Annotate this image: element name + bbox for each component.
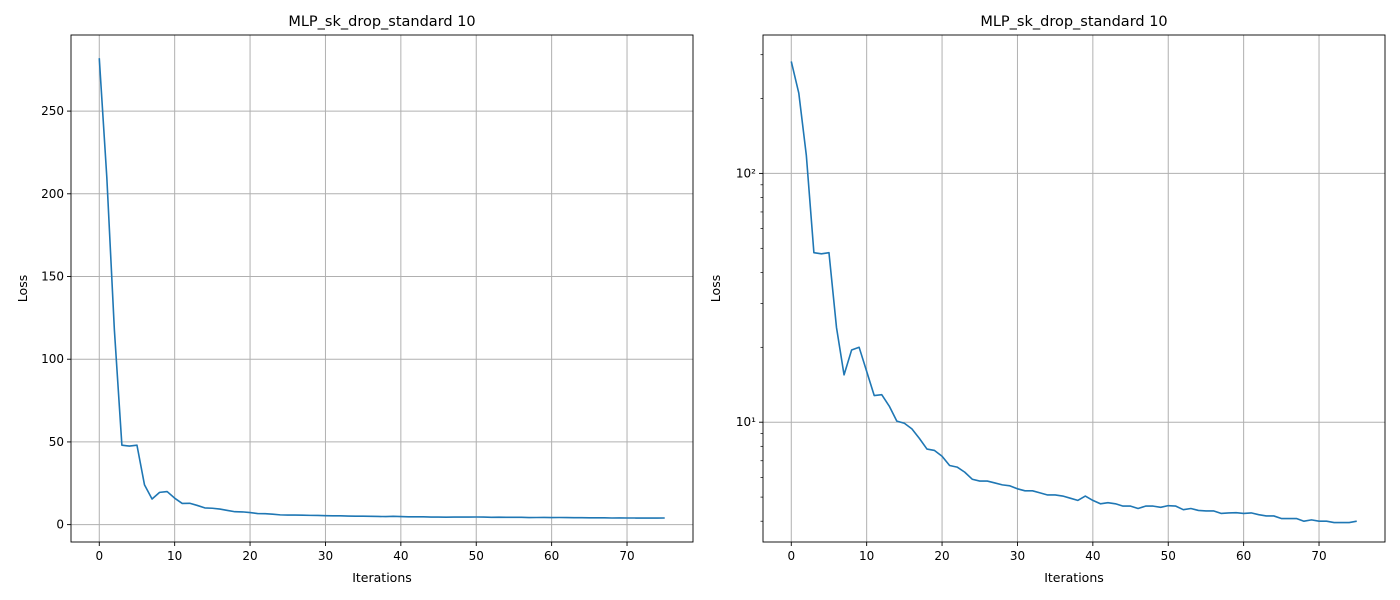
x-tick-label: 20: [934, 549, 949, 563]
x-tick-label: 0: [787, 549, 795, 563]
x-tick-label: 40: [393, 549, 408, 563]
x-tick-label: 10: [859, 549, 874, 563]
y-tick-label: 50: [49, 435, 64, 449]
x-axis-label: Iterations: [352, 570, 412, 585]
y-tick-label: 200: [41, 187, 64, 201]
x-tick-label: 70: [1311, 549, 1326, 563]
chart-title: MLP_sk_drop_standard 10: [980, 14, 1167, 30]
x-axis-label: Iterations: [1044, 570, 1104, 585]
x-tick-label: 70: [619, 549, 634, 563]
loss-series-line: [98, 58, 665, 519]
y-tick-label: 10¹: [736, 415, 756, 429]
y-axis-label: Loss: [708, 275, 723, 302]
loss-linear-chart: 0 10 20 30 40 50 60 70 0 50 100 150 200 250 MLP_sk_dro…: [15, 14, 694, 585]
x-tick-label: 20: [242, 549, 257, 563]
x-tick-label: 50: [469, 549, 484, 563]
y-tick-label: 0: [56, 518, 64, 532]
x-tick-label: 40: [1085, 549, 1100, 563]
y-tick-label: 250: [41, 104, 64, 118]
axes-frame: [70, 34, 694, 543]
loss-series-line: [790, 61, 1357, 524]
x-tick-label: 60: [1236, 549, 1251, 563]
y-tick-label: 150: [41, 270, 64, 284]
y-tick-label: 10²: [736, 166, 756, 180]
x-tick-label: 30: [1010, 549, 1025, 563]
x-tick-label: 0: [95, 549, 103, 563]
loss-log-chart: 0 10 20 30 40 50 60 70 10¹ 10² MLP_sk_drop_standar…: [708, 14, 1386, 585]
axes-frame: [762, 34, 1386, 543]
x-tick-label: 30: [318, 549, 333, 563]
x-tick-label: 10: [167, 549, 182, 563]
x-tick-label: 60: [544, 549, 559, 563]
chart-title: MLP_sk_drop_standard 10: [288, 14, 475, 30]
y-tick-label: 100: [41, 352, 64, 366]
x-tick-label: 50: [1161, 549, 1176, 563]
y-axis-label: Loss: [15, 275, 30, 302]
